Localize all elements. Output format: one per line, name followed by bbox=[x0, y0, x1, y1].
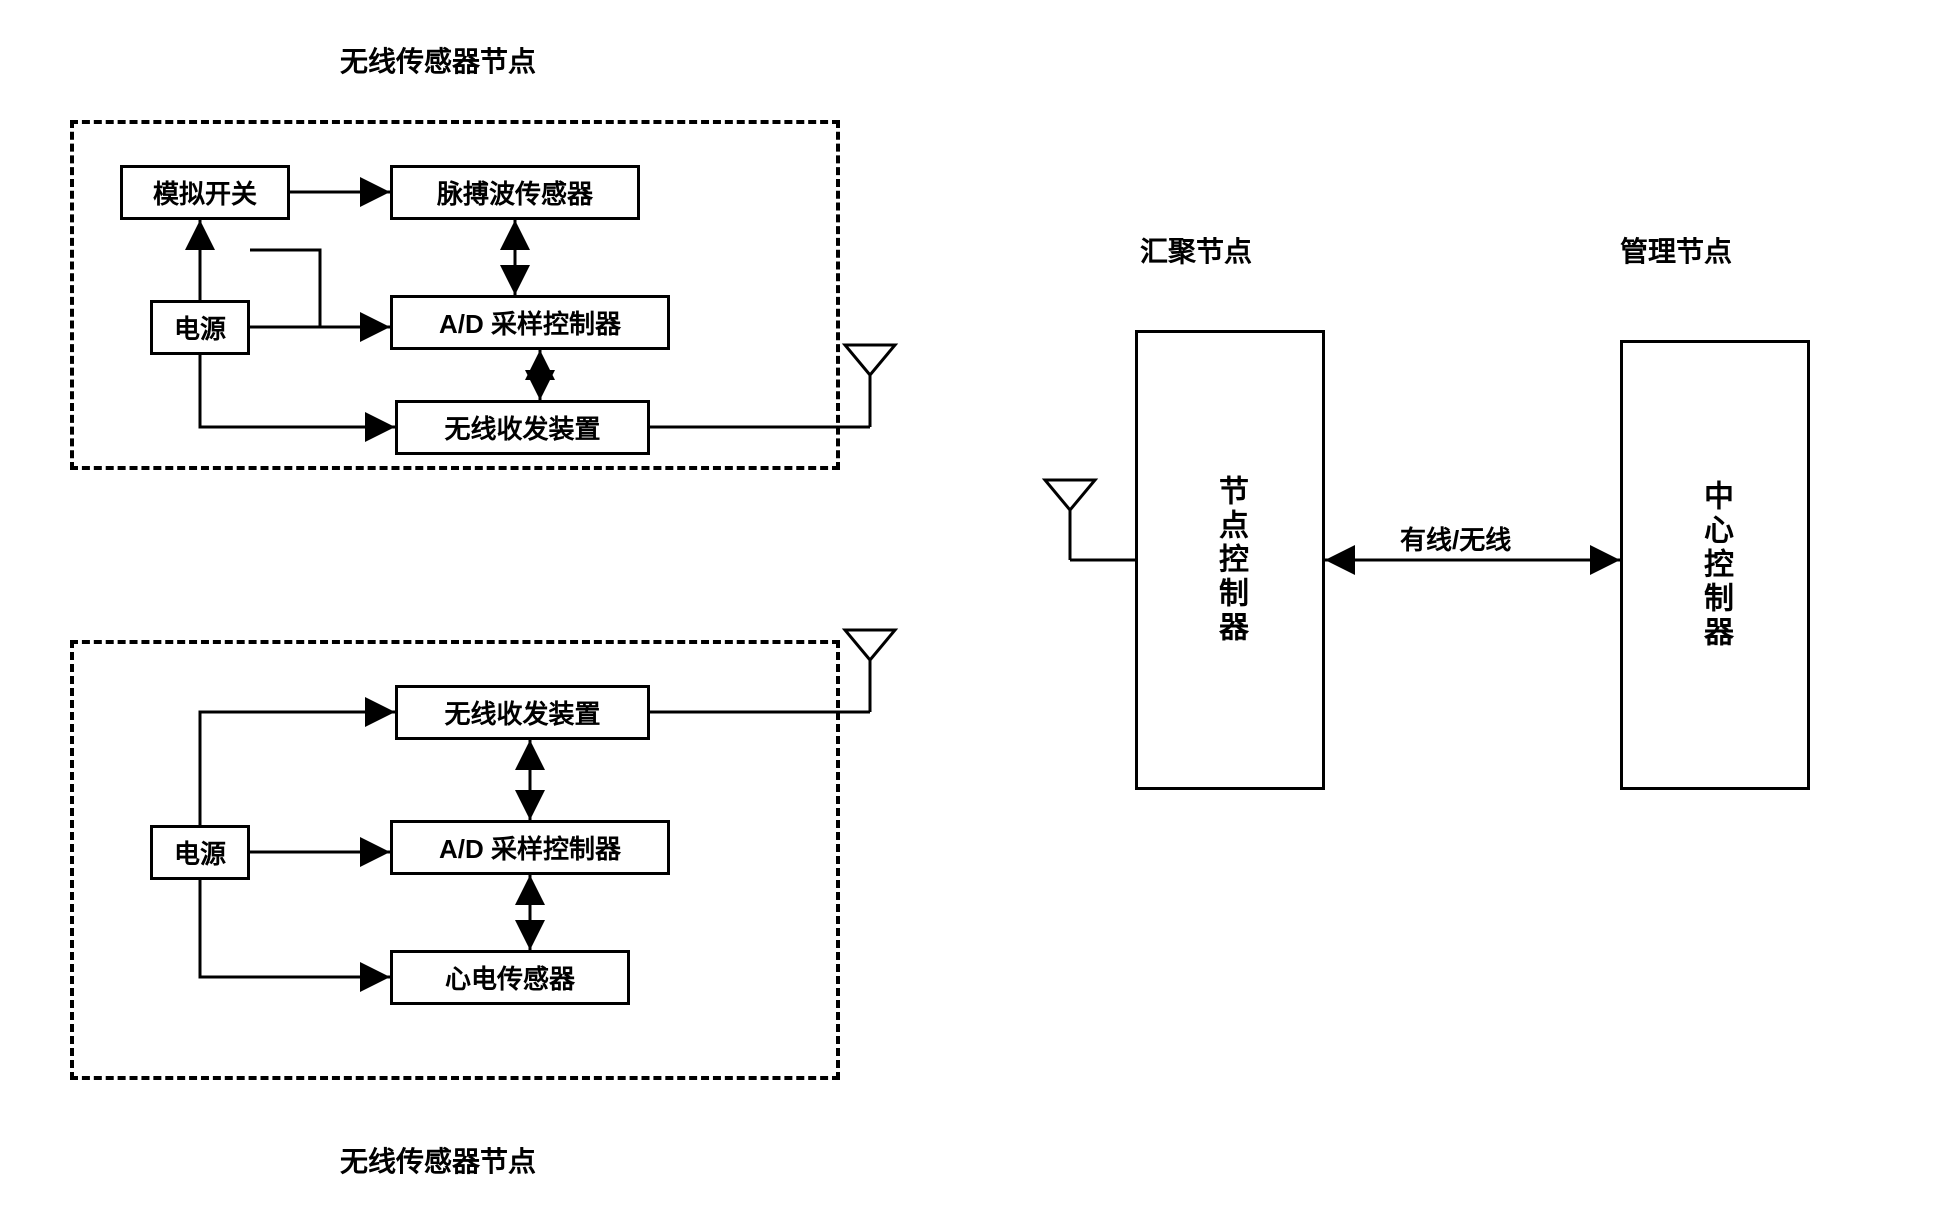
ad-controller-1-label: A/D 采样控制器 bbox=[439, 304, 621, 341]
wireless-1-box: 无线收发装置 bbox=[395, 400, 650, 455]
ad-controller-1-box: A/D 采样控制器 bbox=[390, 295, 670, 350]
pulse-sensor-box: 脉搏波传感器 bbox=[390, 165, 640, 220]
node-controller-box: 节点控制器 bbox=[1135, 330, 1325, 790]
ecg-sensor-box: 心电传感器 bbox=[390, 950, 630, 1005]
power-1-label: 电源 bbox=[174, 309, 226, 346]
node-controller-label: 节点控制器 bbox=[1208, 475, 1252, 645]
title-bottom: 无线传感器节点 bbox=[340, 1140, 536, 1180]
title-sink: 汇聚节点 bbox=[1140, 230, 1252, 270]
analog-switch-box: 模拟开关 bbox=[120, 165, 290, 220]
power-2-box: 电源 bbox=[150, 825, 250, 880]
wireless-2-label: 无线收发装置 bbox=[444, 694, 600, 731]
title-management: 管理节点 bbox=[1620, 230, 1732, 270]
ad-controller-2-box: A/D 采样控制器 bbox=[390, 820, 670, 875]
antenna-2-icon bbox=[845, 630, 895, 712]
wireless-2-box: 无线收发装置 bbox=[395, 685, 650, 740]
antenna-sink-icon bbox=[1045, 480, 1095, 560]
center-controller-box: 中心控制器 bbox=[1620, 340, 1810, 790]
power-1-box: 电源 bbox=[150, 300, 250, 355]
pulse-sensor-label: 脉搏波传感器 bbox=[437, 174, 593, 211]
link-label: 有线/无线 bbox=[1400, 520, 1511, 557]
wireless-1-label: 无线收发装置 bbox=[444, 409, 600, 446]
center-controller-label: 中心控制器 bbox=[1693, 480, 1737, 650]
power-2-label: 电源 bbox=[174, 834, 226, 871]
title-top: 无线传感器节点 bbox=[340, 40, 536, 80]
ecg-sensor-label: 心电传感器 bbox=[445, 959, 575, 996]
antenna-1-icon bbox=[845, 345, 895, 427]
analog-switch-label: 模拟开关 bbox=[153, 174, 257, 211]
ad-controller-2-label: A/D 采样控制器 bbox=[439, 829, 621, 866]
